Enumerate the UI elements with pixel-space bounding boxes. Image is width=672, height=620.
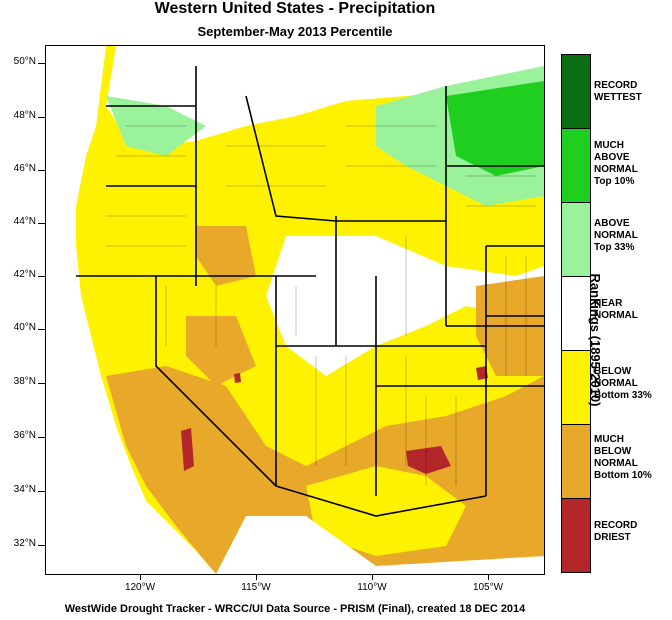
rankings-axis-title: Rankings (1895-2010): [588, 273, 603, 407]
lat-label-48: 48°N: [13, 110, 36, 121]
lat-tick: [38, 223, 45, 224]
legend-swatch-below-normal: [562, 351, 590, 425]
legend-colorbar: [561, 54, 591, 573]
lat-tick: [38, 170, 45, 171]
legend-swatch-much-above-normal: [562, 129, 590, 203]
much-below-normal-nv: [186, 316, 256, 386]
lon-label-120: 120°W: [124, 582, 156, 593]
much-below-normal-id: [196, 226, 256, 286]
lat-label-46: 46°N: [13, 163, 36, 174]
legend-label-record-wettest: RECORD WETTEST: [594, 80, 642, 103]
pacific-ocean: [46, 46, 216, 574]
lon-label-110: 110°W: [357, 582, 387, 593]
legend-swatch-near-normal: [562, 277, 590, 351]
lat-label-40: 40°N: [13, 322, 36, 333]
lat-label-32: 32°N: [13, 538, 36, 549]
record-driest-ca: [181, 428, 194, 471]
below-normal-nm: [306, 466, 466, 556]
legend-swatch-record-wettest: [562, 55, 590, 129]
lat-tick: [38, 437, 45, 438]
footer-credit: WestWide Drought Tracker - WRCC/UI Data …: [64, 603, 526, 615]
legend-label-much-below-normal: MUCH BELOW NORMAL Bottom 10%: [594, 434, 652, 481]
near-normal-north: [106, 46, 544, 146]
lat-label-36: 36°N: [13, 430, 36, 441]
record-driest-co: [476, 366, 488, 380]
lat-tick: [38, 329, 45, 330]
precipitation-map: [45, 45, 545, 575]
legend-label-near-normal: NEAR NORMAL: [594, 298, 638, 321]
legend-swatch-much-below-normal: [562, 425, 590, 499]
lat-tick: [38, 383, 45, 384]
state-borders: [76, 66, 544, 517]
lat-label-34: 34°N: [13, 484, 36, 495]
lat-label-42: 42°N: [13, 269, 36, 280]
legend-swatch-record-driest: [562, 499, 590, 572]
lat-tick: [38, 276, 45, 277]
lon-tick: [256, 574, 257, 580]
lat-tick: [38, 545, 45, 546]
map-canvas: [46, 46, 544, 574]
lon-label-105: 105°W: [472, 582, 504, 593]
lat-label-44: 44°N: [13, 216, 36, 227]
record-driest-nv: [234, 373, 241, 383]
legend-label-above-normal: ABOVE NORMAL Top 33%: [594, 218, 638, 253]
map-subtitle: September-May 2013 Percentile: [197, 24, 393, 39]
lat-tick: [38, 117, 45, 118]
lat-label-50: 50°N: [13, 56, 36, 67]
lon-tick: [140, 574, 141, 580]
legend-label-below-normal: BELOW NORMAL Bottom 33%: [594, 366, 652, 401]
lon-tick: [372, 574, 373, 580]
much-above-normal-north: [446, 81, 544, 176]
legend-label-much-above-normal: MUCH ABOVE NORMAL Top 10%: [594, 140, 638, 187]
lon-tick: [488, 574, 489, 580]
lat-tick: [38, 491, 45, 492]
mexico-region: [216, 516, 544, 574]
legend-label-record-driest: RECORD DRIEST: [594, 520, 638, 543]
map-title: Western United States - Precipitation: [154, 0, 436, 17]
lat-tick: [38, 63, 45, 64]
legend-swatch-above-normal: [562, 203, 590, 277]
lon-label-115: 115°W: [241, 582, 271, 593]
record-driest-nm: [406, 446, 451, 474]
county-lines: [106, 125, 536, 486]
lat-label-38: 38°N: [13, 376, 36, 387]
